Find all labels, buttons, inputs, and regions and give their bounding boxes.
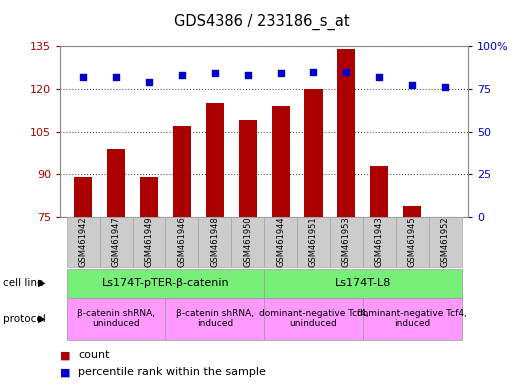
Text: β-catenin shRNA,
induced: β-catenin shRNA, induced: [176, 309, 254, 328]
Text: Ls174T-pTER-β-catenin: Ls174T-pTER-β-catenin: [101, 278, 229, 288]
Bar: [304, 89, 323, 217]
Text: GSM461950: GSM461950: [243, 217, 252, 267]
Text: ■: ■: [60, 350, 71, 360]
Text: GSM461948: GSM461948: [210, 217, 219, 267]
Text: protocol: protocol: [3, 314, 46, 324]
Text: GSM461943: GSM461943: [375, 217, 384, 267]
Text: GDS4386 / 233186_s_at: GDS4386 / 233186_s_at: [174, 13, 349, 30]
Bar: [206, 103, 224, 217]
Bar: [337, 49, 356, 217]
Text: GSM461951: GSM461951: [309, 217, 318, 267]
Text: percentile rank within the sample: percentile rank within the sample: [78, 367, 266, 377]
Text: GSM461949: GSM461949: [144, 217, 153, 267]
Text: GSM461952: GSM461952: [440, 217, 450, 267]
Text: ▶: ▶: [38, 314, 45, 324]
Text: cell line: cell line: [3, 278, 43, 288]
Text: ■: ■: [60, 367, 71, 377]
Text: β-catenin shRNA,
uninduced: β-catenin shRNA, uninduced: [77, 309, 155, 328]
Text: ▶: ▶: [38, 278, 45, 288]
Point: [408, 82, 416, 88]
Bar: [271, 106, 290, 217]
Point: [112, 74, 120, 80]
Point: [178, 72, 186, 78]
Bar: [370, 166, 388, 217]
Point: [145, 79, 153, 85]
Text: Ls174T-L8: Ls174T-L8: [335, 278, 391, 288]
Bar: [238, 120, 257, 217]
Text: dominant-negative Tcf4,
uninduced: dominant-negative Tcf4, uninduced: [258, 309, 368, 328]
Text: GSM461942: GSM461942: [78, 217, 88, 267]
Point: [309, 69, 317, 75]
Point: [79, 74, 87, 80]
Text: count: count: [78, 350, 110, 360]
Text: GSM461944: GSM461944: [276, 217, 285, 267]
Text: GSM461947: GSM461947: [111, 217, 121, 267]
Bar: [140, 177, 158, 217]
Bar: [403, 205, 421, 217]
Point: [244, 72, 252, 78]
Text: dominant-negative Tcf4,
induced: dominant-negative Tcf4, induced: [357, 309, 467, 328]
Bar: [74, 177, 92, 217]
Text: GSM461953: GSM461953: [342, 217, 351, 267]
Bar: [107, 149, 125, 217]
Bar: [173, 126, 191, 217]
Point: [441, 84, 449, 90]
Point: [342, 69, 350, 75]
Text: GSM461946: GSM461946: [177, 217, 186, 267]
Point: [375, 74, 383, 80]
Text: GSM461945: GSM461945: [407, 217, 417, 267]
Point: [211, 70, 219, 76]
Point: [276, 70, 285, 76]
